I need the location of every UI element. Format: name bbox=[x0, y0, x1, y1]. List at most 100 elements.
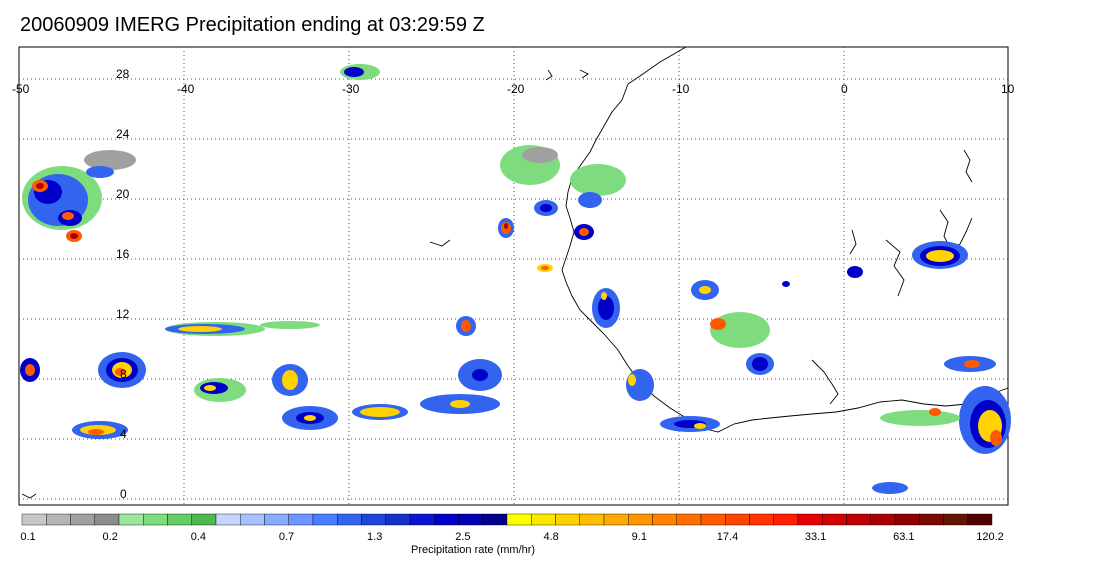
lon-label: 10 bbox=[1001, 82, 1015, 96]
colorbar-swatch bbox=[70, 513, 95, 526]
lon-label: -50 bbox=[12, 82, 30, 96]
colorbar-swatch bbox=[652, 513, 677, 526]
precip-cell bbox=[22, 166, 102, 242]
colorbar-swatch bbox=[870, 513, 896, 526]
map-title: 20060909 IMERG Precipitation ending at 0… bbox=[20, 14, 485, 36]
precip-cell bbox=[500, 145, 560, 185]
colorbar-swatch bbox=[725, 513, 750, 526]
lat-label: 24 bbox=[116, 127, 130, 141]
colorbar-tick-label: 4.8 bbox=[543, 531, 558, 543]
colorbar-swatch bbox=[215, 513, 241, 526]
colorbar-labels: 0.1 0.2 0.4 0.7 1.3 2.5 4.8 9.1 17.4 33.1 63.1 120.… bbox=[20, 531, 1003, 543]
colorbar-swatch bbox=[628, 513, 653, 526]
precip-cell bbox=[456, 316, 476, 336]
precip-cell bbox=[912, 241, 968, 269]
precip-cell bbox=[691, 280, 719, 300]
colorbar-swatch bbox=[482, 513, 508, 526]
colorbar-swatch bbox=[967, 513, 993, 526]
colorbar-swatch bbox=[46, 513, 71, 526]
precip-cell bbox=[20, 358, 40, 382]
colorbar-swatch bbox=[191, 513, 217, 526]
lon-label: -20 bbox=[507, 82, 525, 96]
precip-cell bbox=[498, 218, 514, 238]
colorbar-swatch bbox=[822, 513, 847, 526]
lon-label: -40 bbox=[177, 82, 195, 96]
coastline bbox=[21, 46, 1009, 499]
precipitation-cells bbox=[20, 64, 1011, 494]
colorbar-tick-label: 1.3 bbox=[367, 531, 382, 543]
precip-cell bbox=[872, 482, 908, 494]
colorbar-swatch bbox=[579, 513, 605, 526]
precip-cell bbox=[782, 266, 863, 287]
colorbar-swatch bbox=[312, 513, 338, 526]
precip-cell bbox=[98, 352, 146, 388]
precip-cell bbox=[944, 356, 996, 372]
colorbar-swatch bbox=[434, 513, 459, 526]
precip-cell bbox=[959, 386, 1011, 454]
precip-cell bbox=[165, 321, 320, 336]
precip-cell bbox=[626, 369, 654, 401]
colorbar-swatch bbox=[143, 513, 168, 526]
precip-cell bbox=[537, 264, 553, 272]
precip-cell bbox=[272, 364, 308, 396]
precip-cell bbox=[194, 378, 246, 402]
colorbar-swatch bbox=[94, 513, 120, 526]
colorbar-swatch bbox=[506, 513, 532, 526]
lat-labels: 28 24 20 16 12 8 4 0 bbox=[116, 67, 130, 501]
colorbar-swatch bbox=[676, 513, 702, 526]
colorbar-swatch bbox=[337, 513, 362, 526]
colorbar-swatch bbox=[361, 513, 386, 526]
colorbar-swatch bbox=[288, 513, 314, 526]
precip-cell bbox=[458, 359, 502, 391]
lat-label: 0 bbox=[120, 487, 127, 501]
precip-cell bbox=[282, 406, 338, 430]
colorbar-swatch bbox=[603, 513, 629, 526]
colorbar-swatch bbox=[555, 513, 580, 526]
lat-label: 20 bbox=[116, 187, 130, 201]
precip-cell bbox=[72, 421, 128, 439]
colorbar-swatch bbox=[21, 513, 47, 526]
lon-labels: -50 -40 -30 -20 -10 0 10 bbox=[12, 82, 1015, 96]
lat-label: 8 bbox=[120, 367, 127, 381]
colorbar-tick-label: 0.7 bbox=[279, 531, 294, 543]
precip-cell bbox=[592, 288, 620, 328]
gridlines bbox=[19, 47, 1008, 505]
precip-cell bbox=[420, 394, 500, 414]
lat-label: 4 bbox=[120, 427, 127, 441]
colorbar-swatch bbox=[894, 513, 920, 526]
colorbar-tick-label: 63.1 bbox=[893, 531, 914, 543]
precip-cell bbox=[84, 150, 136, 178]
lat-label: 12 bbox=[116, 307, 130, 321]
colorbar-title: Precipitation rate (mm/hr) bbox=[411, 544, 535, 556]
lon-label: -30 bbox=[342, 82, 360, 96]
colorbar-swatch bbox=[943, 513, 968, 526]
colorbar-swatch bbox=[409, 513, 435, 526]
lon-label: 0 bbox=[841, 82, 848, 96]
colorbar-swatch bbox=[749, 513, 774, 526]
colorbar-tick-label: 0.1 bbox=[20, 531, 35, 543]
colorbar-tick-label: 17.4 bbox=[717, 531, 738, 543]
colorbar-swatch bbox=[264, 513, 289, 526]
precip-cell bbox=[352, 404, 408, 420]
colorbar-tick-label: 33.1 bbox=[805, 531, 826, 543]
precip-cell bbox=[880, 408, 960, 426]
colorbar-swatch bbox=[700, 513, 726, 526]
colorbar-swatch bbox=[240, 513, 265, 526]
colorbar-swatch bbox=[385, 513, 411, 526]
colorbar-tick-label: 9.1 bbox=[632, 531, 647, 543]
precip-cell bbox=[710, 312, 774, 375]
colorbar-swatch bbox=[118, 513, 144, 526]
precip-cell bbox=[660, 416, 720, 432]
colorbar-tick-label: 0.2 bbox=[103, 531, 118, 543]
colorbar-swatch bbox=[773, 513, 799, 526]
precip-cell bbox=[340, 64, 380, 80]
precip-cell bbox=[534, 200, 558, 216]
colorbar-swatch bbox=[458, 513, 483, 526]
colorbar-tick-label: 0.4 bbox=[191, 531, 206, 543]
colorbar-swatch bbox=[919, 513, 944, 526]
colorbar-swatch bbox=[846, 513, 871, 526]
colorbar-swatch bbox=[167, 513, 192, 526]
colorbar bbox=[21, 513, 993, 526]
lat-label: 28 bbox=[116, 67, 130, 81]
